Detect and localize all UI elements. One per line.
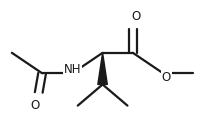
Polygon shape (98, 53, 107, 84)
Text: NH: NH (64, 63, 81, 76)
Text: O: O (31, 99, 40, 112)
Text: O: O (131, 10, 140, 23)
Text: O: O (162, 71, 171, 84)
